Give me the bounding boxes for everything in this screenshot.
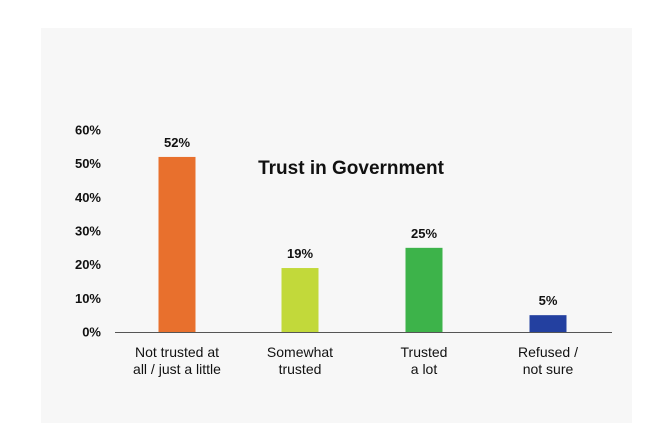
category-label: a lot bbox=[411, 361, 438, 377]
data-label: 19% bbox=[287, 246, 313, 261]
bar bbox=[281, 268, 319, 332]
y-axis-ticks: 0% 10% 20% 30% 40% 50% 60% bbox=[75, 123, 101, 340]
bars bbox=[158, 156, 567, 332]
category-label: trusted bbox=[279, 361, 322, 377]
category-label: not sure bbox=[523, 361, 574, 377]
y-tick-label: 30% bbox=[75, 224, 101, 239]
chart-title: Trust in Government bbox=[258, 158, 444, 179]
bar bbox=[405, 247, 443, 332]
y-tick-label: 10% bbox=[75, 291, 101, 306]
data-label: 25% bbox=[411, 226, 437, 241]
category-label: Not trusted at bbox=[135, 344, 219, 360]
y-tick-label: 40% bbox=[75, 190, 101, 205]
y-tick-label: 60% bbox=[75, 123, 101, 138]
y-tick-label: 0% bbox=[82, 325, 101, 340]
category-label: Somewhat bbox=[267, 344, 333, 360]
bar bbox=[529, 315, 567, 332]
y-tick-label: 50% bbox=[75, 156, 101, 171]
category-label: Refused / bbox=[518, 344, 578, 360]
bar bbox=[158, 156, 196, 332]
chart-panel bbox=[41, 28, 632, 423]
data-label: 5% bbox=[539, 293, 558, 308]
data-label: 52% bbox=[164, 135, 190, 150]
data-labels: 52% 19% 25% 5% bbox=[164, 135, 558, 308]
category-label: Trusted bbox=[401, 344, 448, 360]
y-tick-label: 20% bbox=[75, 257, 101, 272]
category-label: all / just a little bbox=[133, 361, 221, 377]
